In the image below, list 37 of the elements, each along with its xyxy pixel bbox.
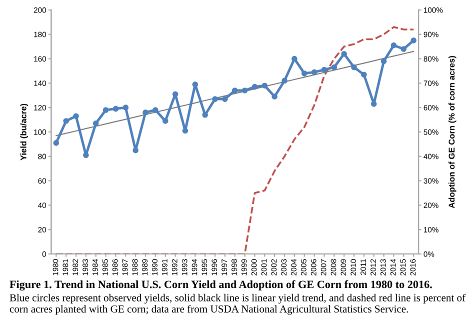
point (292, 56, 298, 62)
point (252, 84, 258, 90)
point (410, 38, 416, 44)
point (262, 82, 268, 89)
point (242, 88, 248, 94)
point (212, 96, 218, 102)
text: Figure 1. Trend in National U.S. Corn Yield and Adoption of GE Corn from 1980 to 2016. (10, 280, 432, 290)
point (232, 88, 238, 94)
point (142, 110, 148, 116)
point (311, 69, 318, 76)
point (162, 118, 168, 124)
text: Blue circles represent observed yields, solid black line is linear yield trend, and dashed red line is percent of corn acres planted with GE corn; data are from USDA National Agricultural Statistics Service. (10, 294, 466, 315)
point (102, 107, 109, 113)
point (351, 64, 357, 70)
point (390, 42, 397, 48)
point (361, 72, 367, 78)
line-series (56, 50, 414, 136)
point (73, 113, 79, 120)
line-series (55, 26, 414, 254)
point (192, 81, 198, 88)
y-axis-title: Yield (bu/acre) (20, 104, 28, 160)
point (301, 70, 308, 76)
point (272, 94, 278, 100)
point (112, 106, 119, 112)
point (331, 64, 338, 70)
point (380, 58, 387, 64)
point (122, 104, 129, 110)
point (63, 118, 69, 124)
point (400, 46, 407, 52)
point (53, 140, 60, 146)
point (282, 78, 288, 84)
y2-axis-title: Adoption of GE Corn (% of corn acres) (448, 56, 456, 208)
point (341, 50, 347, 57)
point (222, 96, 228, 102)
point (152, 107, 158, 113)
point (92, 120, 99, 126)
point (321, 66, 328, 73)
